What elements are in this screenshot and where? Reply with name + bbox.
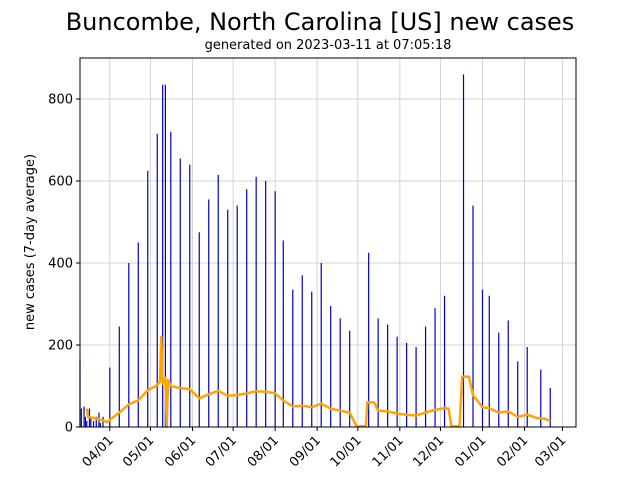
x-tick-label: 12/01: [410, 433, 447, 470]
bar: [99, 422, 101, 427]
bar: [396, 336, 398, 427]
bar: [95, 416, 97, 427]
chart-title: Buncombe, North Carolina [US] new cases: [66, 8, 575, 36]
grid: [80, 58, 576, 428]
x-tick-label: 10/01: [328, 433, 365, 470]
bar: [109, 367, 111, 427]
bar: [90, 418, 92, 427]
bar: [282, 240, 284, 427]
x-tick-label: 01/01: [452, 433, 489, 470]
y-tick-label: 200: [48, 339, 73, 354]
bar: [274, 191, 276, 427]
bar: [292, 289, 294, 427]
bar: [198, 232, 200, 427]
x-tick-label: 07/01: [203, 433, 240, 470]
bar: [526, 347, 528, 427]
bar: [162, 84, 164, 428]
bar: [179, 158, 181, 427]
bar: [265, 181, 267, 427]
bar: [488, 295, 490, 427]
bar: [549, 388, 551, 427]
bar: [311, 291, 313, 427]
bar: [301, 275, 303, 427]
bar: [236, 205, 238, 427]
x-tick-label: 02/01: [494, 433, 531, 470]
bar: [443, 295, 446, 427]
x-tick-label: 05/01: [120, 433, 157, 470]
y-tick-label: 400: [48, 257, 73, 272]
bar: [80, 408, 82, 427]
bar: [368, 252, 370, 427]
bar: [118, 326, 120, 427]
y-axis: 0 200 400 600 800: [48, 93, 80, 436]
bar: [481, 289, 484, 427]
bar: [137, 242, 139, 427]
bar: [462, 74, 465, 428]
bar: [434, 308, 436, 427]
bar: [424, 326, 427, 427]
bar: [517, 361, 519, 427]
chart-subtitle: generated on 2023-03-11 at 07:05:18: [205, 38, 452, 53]
bar: [156, 133, 158, 427]
x-tick-label: 04/01: [80, 433, 117, 470]
bar: [92, 420, 95, 427]
bar: [83, 406, 85, 427]
bar: [189, 164, 191, 427]
bar: [128, 263, 130, 427]
bar: [540, 369, 542, 427]
bar: [415, 347, 417, 427]
bar: [86, 420, 88, 427]
bar: [227, 209, 229, 427]
y-tick-label: 600: [48, 175, 73, 190]
bar: [246, 189, 248, 427]
bar: [330, 306, 332, 427]
bar: [472, 205, 474, 427]
bar: [349, 330, 351, 427]
x-tick-label: 06/01: [162, 433, 199, 470]
bar: [147, 170, 149, 427]
x-tick-label: 09/01: [287, 433, 324, 470]
bar: [377, 318, 379, 427]
bar: [339, 318, 341, 427]
bar: [255, 176, 257, 427]
x-tick-label: 03/01: [532, 433, 569, 470]
bar: [507, 320, 509, 427]
bar: [170, 131, 172, 428]
bar: [320, 263, 322, 427]
y-tick-label: 0: [65, 421, 73, 436]
bar: [164, 84, 166, 428]
bar: [387, 324, 389, 427]
bar: [217, 174, 219, 427]
y-axis-label: new cases (7-day average): [23, 154, 38, 330]
y-tick-label: 800: [48, 93, 73, 108]
x-axis: 04/01 05/01 06/01 07/01 08/01 09/01 10/01 11/01…: [80, 427, 569, 470]
bar: [406, 342, 408, 427]
bar: [208, 199, 210, 427]
x-tick-label: 08/01: [245, 433, 282, 470]
average-line: [85, 335, 551, 429]
bar: [84, 416, 87, 427]
bar: [498, 332, 500, 427]
x-tick-label: 11/01: [370, 433, 407, 470]
bars: [79, 74, 551, 428]
plot-area: [79, 57, 577, 428]
